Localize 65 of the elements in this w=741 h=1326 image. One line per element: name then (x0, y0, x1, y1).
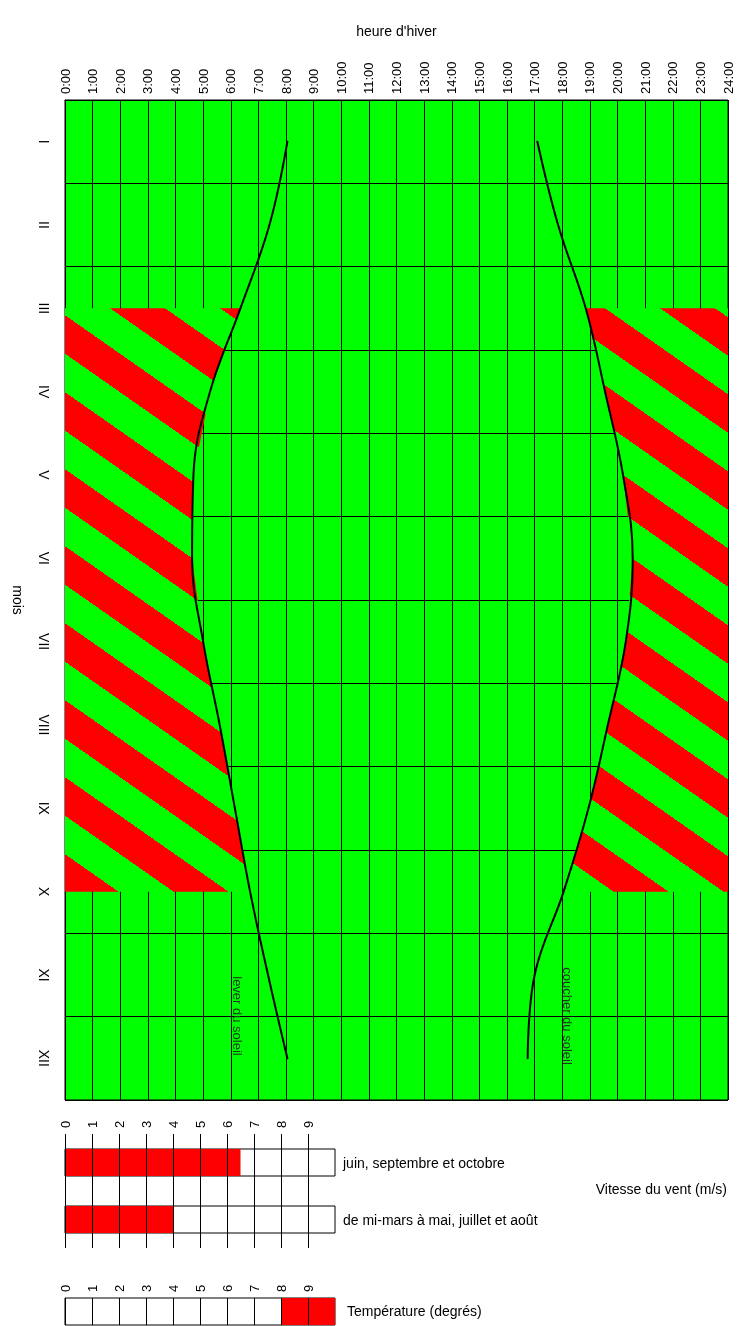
y-tick-label: IV (36, 385, 52, 399)
x-axis-title: Température (degrés) (347, 1303, 482, 1319)
x-tick-label: 16:00 (499, 61, 515, 94)
x-tick-label: 9 (300, 1120, 316, 1128)
x-tick-label: 2 (111, 1120, 127, 1128)
x-tick-label: 14:00 (444, 61, 460, 94)
x-tick-label: 3 (138, 1120, 154, 1128)
x-tick-label: 19:00 (582, 61, 598, 94)
x-tick-label: 5:00 (195, 68, 211, 94)
x-tick-label: 6 (219, 1284, 235, 1292)
y-tick-label: XI (36, 968, 52, 982)
y-tick-label: I (36, 139, 52, 144)
x-tick-label: 15:00 (471, 61, 487, 94)
x-axis-title: Vitesse du vent (m/s) (595, 1181, 727, 1197)
y-tick-label: III (36, 302, 52, 315)
y-tick-label: de mi-mars à mai, juillet et août (343, 1211, 538, 1228)
x-tick-label: 0 (57, 1120, 73, 1128)
x-tick-label: 18:00 (554, 61, 570, 94)
y-tick-label: VII (36, 633, 52, 651)
annotation: coucher du soleil (560, 967, 576, 1065)
x-tick-label: 7 (246, 1120, 262, 1128)
x-tick-label: 5 (192, 1120, 208, 1128)
x-axis-title: heure d'hiver (356, 23, 438, 39)
x-tick-label: 20:00 (610, 61, 625, 94)
x-tick-label: 2 (111, 1284, 127, 1292)
x-tick-label: 8 (273, 1284, 289, 1292)
x-tick-label: 10:00 (333, 61, 349, 94)
x-tick-label: 17:00 (527, 61, 543, 94)
y-tick-label: V (36, 470, 52, 481)
x-tick-label: 4 (165, 1284, 181, 1292)
x-tick-label: 1:00 (85, 68, 101, 94)
x-tick-label: 0 (57, 1284, 73, 1292)
x-tick-label: 9 (300, 1284, 316, 1292)
x-tick-label: 9:00 (306, 68, 322, 94)
y-tick-label: X (36, 886, 52, 897)
x-tick-label: 22:00 (665, 61, 681, 94)
y-tick-label: juin, septembre et octobre (342, 1154, 506, 1171)
x-tick-label: 7:00 (250, 68, 266, 94)
x-tick-label: 3 (138, 1284, 154, 1292)
x-tick-label: 5 (192, 1284, 208, 1292)
annotation: lever du soleil (230, 976, 246, 1056)
y-tick-label: II (36, 221, 52, 229)
x-tick-label: 1 (84, 1120, 100, 1128)
y-tick-label: XII (36, 1049, 52, 1067)
y-tick-label: VI (36, 551, 52, 565)
x-tick-label: 4:00 (168, 68, 183, 94)
x-tick-label: 2:00 (112, 68, 128, 94)
y-tick-label: IX (36, 801, 52, 816)
x-tick-label: 1 (84, 1284, 100, 1292)
x-tick-label: 6 (219, 1120, 235, 1128)
x-tick-label: 21:00 (637, 61, 653, 94)
x-tick-label: 24:00 (720, 61, 736, 94)
x-tick-label: 11:00 (361, 62, 377, 94)
x-tick-label: 12:00 (389, 61, 404, 94)
x-tick-label: 3:00 (140, 68, 156, 94)
x-tick-label: 8:00 (278, 68, 294, 94)
x-tick-label: 6:00 (223, 68, 239, 94)
y-axis-title: mois (10, 585, 26, 615)
x-tick-label: 13:00 (416, 61, 432, 94)
x-tick-label: 0:00 (57, 68, 73, 94)
y-tick-label: VIII (36, 714, 52, 736)
x-tick-label: 23:00 (692, 61, 708, 94)
x-tick-label: 4 (165, 1120, 181, 1128)
x-tick-label: 7 (246, 1284, 262, 1292)
x-tick-label: 8 (273, 1120, 289, 1128)
